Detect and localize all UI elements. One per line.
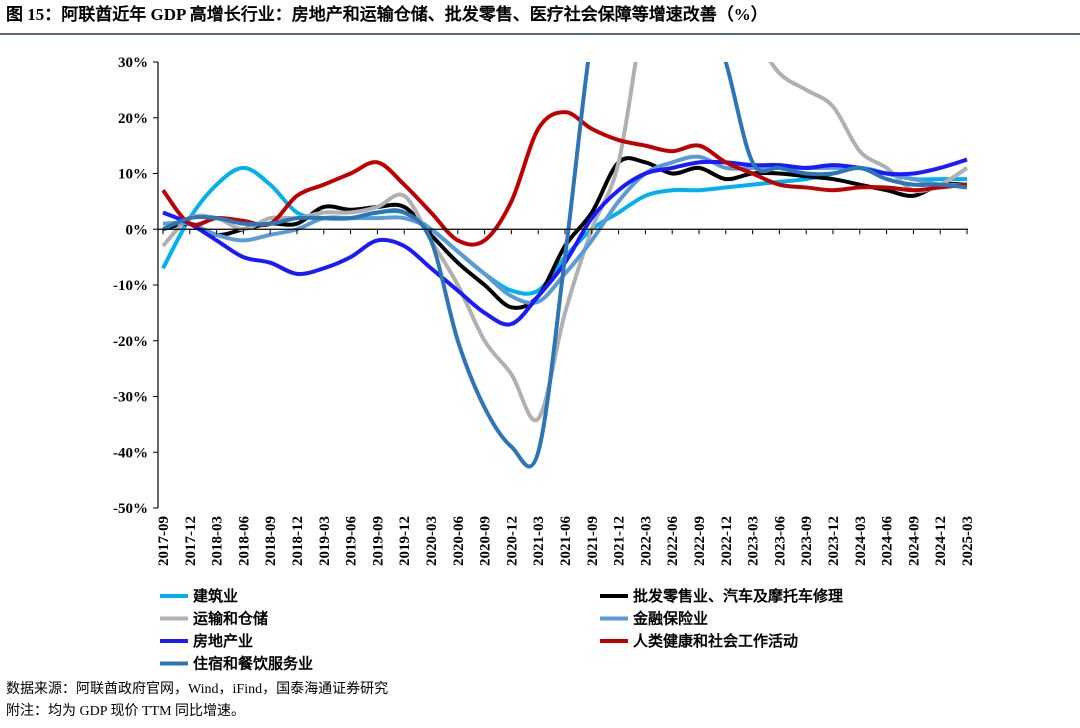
x-tick-label: 2018-06	[236, 516, 252, 566]
x-tick-label: 2022-12	[719, 516, 735, 566]
y-tick-label: 10%	[118, 167, 148, 183]
x-tick-label: 2022-03	[638, 516, 654, 566]
x-tick-label: 2019-12	[397, 516, 413, 566]
x-tick-label: 2018-03	[210, 516, 226, 566]
y-tick-label: -50%	[113, 501, 148, 517]
legend-label: 金融保险业	[632, 610, 708, 628]
x-tick-label: 2022-06	[665, 516, 681, 566]
legend-label: 住宿和餐饮服务业	[193, 655, 313, 673]
x-tick-label: 2017-09	[156, 516, 172, 566]
x-tick-label: 2023-06	[772, 516, 788, 566]
series-line	[161, 110, 968, 247]
x-tick-label: 2019-03	[317, 516, 333, 566]
x-tick-label: 2020-09	[478, 516, 494, 566]
y-tick-label: -10%	[113, 278, 148, 294]
note: 附注：均为 GDP 现价 TTM 同比增速。	[6, 703, 245, 719]
x-tick-label: 2024-06	[880, 516, 896, 566]
y-tick-label: -40%	[113, 445, 148, 461]
x-tick-label: 2024-12	[933, 516, 949, 566]
x-tick-label: 2019-09	[370, 516, 386, 566]
legend-label: 批发零售业、汽车及摩托车修理	[633, 587, 843, 605]
y-tick-label: 0%	[126, 222, 149, 238]
legend-label: 房地产业	[193, 632, 253, 650]
x-tick-label: 2020-03	[424, 516, 440, 566]
x-tick-label: 2020-06	[451, 516, 467, 566]
x-tick-label: 2021-12	[612, 516, 628, 566]
legend-label: 建筑业	[193, 587, 238, 605]
x-tick-label: 2018-09	[263, 516, 279, 566]
x-tick-label: 2024-09	[906, 516, 922, 566]
legend-label: 运输和仓储	[193, 610, 268, 628]
x-tick-label: 2017-12	[183, 516, 199, 566]
x-tick-label: 2022-09	[692, 516, 708, 566]
x-tick-label: 2023-09	[799, 516, 815, 566]
series-line	[162, 62, 968, 469]
chart-title: 图 15：阿联酋近年 GDP 高增长行业：房地产和运输仓储、批发零售、医疗社会保…	[6, 4, 768, 24]
x-tick-label: 2024-03	[853, 516, 869, 566]
x-tick-label: 2025-03	[960, 516, 976, 566]
y-tick-label: -20%	[113, 334, 148, 350]
x-tick-label: 2018-12	[290, 516, 306, 566]
x-tick-label: 2023-12	[826, 516, 842, 566]
x-tick-label: 2023-03	[746, 516, 762, 566]
x-tick-label: 2021-09	[585, 516, 601, 566]
x-tick-label: 2020-12	[504, 516, 520, 566]
x-tick-label: 2021-06	[558, 516, 574, 566]
source: 数据来源：阿联酋政府官网，Wind，iFind，国泰海通证券研究	[6, 680, 388, 697]
x-tick-label: 2021-03	[531, 516, 547, 566]
y-tick-label: -30%	[113, 390, 148, 406]
x-tick-label: 2019-06	[344, 516, 360, 566]
y-tick-label: 30%	[118, 55, 148, 71]
y-tick-label: 20%	[118, 111, 148, 127]
legend-label: 人类健康和社会工作活动	[633, 632, 798, 650]
